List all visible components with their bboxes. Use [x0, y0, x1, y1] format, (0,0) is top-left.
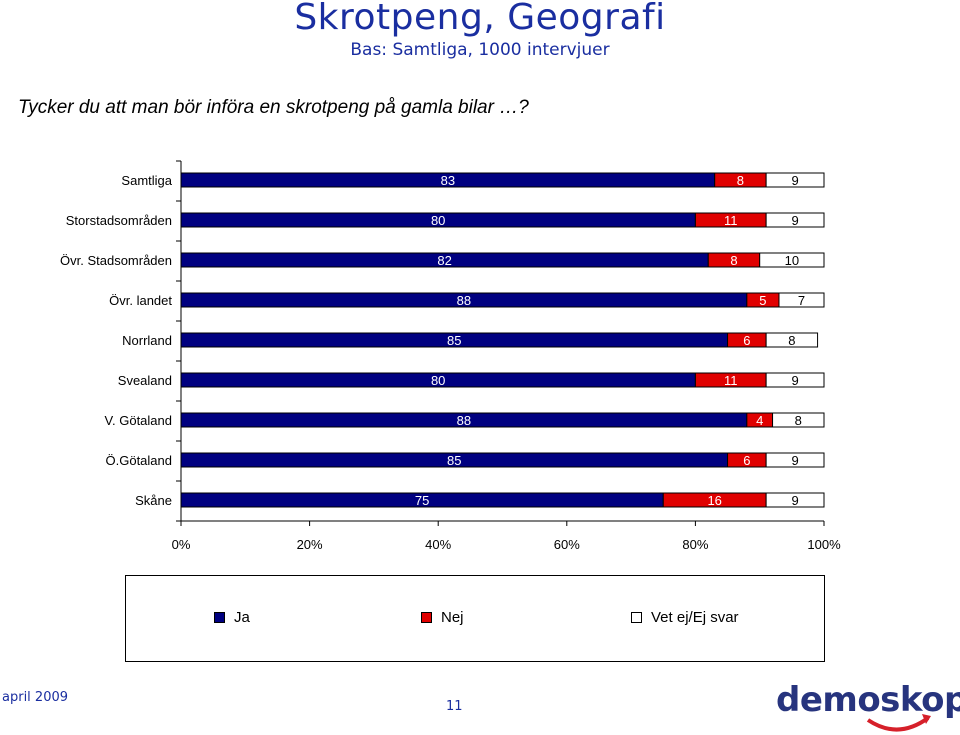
stacked-bar-chart: 0% 20% 40% 60% 80% 100% Samtliga 83 8 9 Storstadso… — [60, 160, 841, 552]
data-label: 88 — [457, 413, 471, 428]
bar-segment-vet-ej-ej-svar — [765, 332, 819, 348]
data-label: 9 — [791, 173, 798, 188]
data-label: 9 — [791, 373, 798, 388]
category-label: Skåne — [135, 493, 172, 508]
x-tick-label: 40% — [425, 537, 451, 552]
data-label: 8 — [730, 253, 737, 268]
legend-swatch-vet — [631, 612, 642, 623]
category-label: Samtliga — [121, 173, 172, 188]
data-label: 85 — [447, 333, 461, 348]
category-label: Övr. landet — [109, 293, 172, 308]
category-label: V. Götaland — [105, 413, 172, 428]
bar-segment-vet-ej-ej-svar — [765, 452, 825, 468]
bar-segment-vet-ej-ej-svar — [765, 212, 825, 228]
data-label: 80 — [431, 213, 445, 228]
data-label: 9 — [791, 493, 798, 508]
x-tick-label: 60% — [554, 537, 580, 552]
legend-item-vet: Vet ej/Ej svar — [631, 609, 739, 626]
survey-question: Tycker du att man bör införa en skrotpen… — [18, 97, 529, 118]
data-label: 9 — [791, 213, 798, 228]
data-label: 11 — [724, 213, 738, 228]
data-label: 83 — [441, 173, 455, 188]
x-tick-label: 80% — [682, 537, 708, 552]
data-label: 4 — [756, 413, 763, 428]
legend-label-nej: Nej — [441, 609, 464, 626]
bar-segment-vet-ej-ej-svar — [765, 372, 825, 388]
legend-item-ja: Ja — [214, 609, 250, 626]
category-label: Övr. Stadsområden — [60, 253, 172, 268]
legend-swatch-nej — [421, 612, 432, 623]
data-label: 16 — [707, 493, 721, 508]
category-label: Norrland — [122, 333, 172, 348]
x-tick-label: 0% — [172, 537, 191, 552]
data-label: 10 — [785, 253, 799, 268]
bar-segment-vet-ej-ej-svar — [759, 252, 825, 268]
legend-label-vet: Vet ej/Ej svar — [651, 609, 739, 626]
legend-label-ja: Ja — [234, 609, 250, 626]
legend-item-nej: Nej — [421, 609, 464, 626]
chart-title: Skrotpeng, Geografi — [294, 0, 666, 38]
data-label: 6 — [743, 333, 750, 348]
data-label: 85 — [447, 453, 461, 468]
bar-segment-vet-ej-ej-svar — [778, 292, 825, 308]
data-label: 8 — [788, 333, 795, 348]
category-label: Svealand — [118, 373, 172, 388]
data-label: 9 — [791, 453, 798, 468]
logo-text: demoskop — [776, 680, 960, 720]
legend-swatch-ja — [214, 612, 225, 623]
data-label: 8 — [795, 413, 802, 428]
page-number: 11 — [446, 699, 463, 714]
chart-subtitle: Bas: Samtliga, 1000 intervjuer — [350, 40, 610, 60]
x-tick-label: 100% — [807, 537, 841, 552]
data-label: 75 — [415, 493, 429, 508]
data-label: 11 — [724, 373, 738, 388]
data-label: 82 — [437, 253, 451, 268]
data-label: 88 — [457, 293, 471, 308]
bar-segment-vet-ej-ej-svar — [772, 412, 825, 428]
logo-swoosh — [866, 714, 931, 732]
footer-date: april 2009 — [2, 690, 69, 705]
data-label: 7 — [798, 293, 805, 308]
demoskop-logo: demoskop — [776, 680, 960, 735]
data-label: 8 — [737, 173, 744, 188]
category-label: Storstadsområden — [66, 213, 172, 228]
bar-segment-vet-ej-ej-svar — [765, 172, 825, 188]
data-label: 6 — [743, 453, 750, 468]
x-tick-label: 20% — [297, 537, 323, 552]
data-label: 5 — [759, 293, 766, 308]
legend: Ja Nej Vet ej/Ej svar — [125, 575, 825, 662]
category-label: Ö.Götaland — [106, 453, 173, 468]
bar-segment-vet-ej-ej-svar — [765, 492, 825, 508]
data-label: 80 — [431, 373, 445, 388]
